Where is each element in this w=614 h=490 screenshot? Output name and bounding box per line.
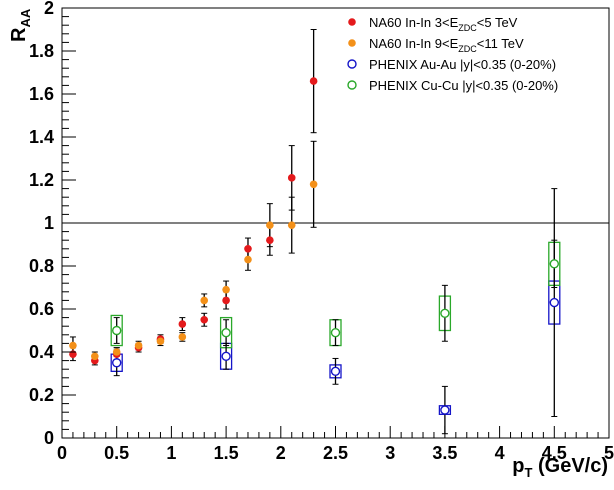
data-point xyxy=(69,341,77,350)
y-tick-label: 0.6 xyxy=(29,299,54,319)
data-point xyxy=(287,221,296,229)
data-point xyxy=(69,350,77,358)
y-tick-label: 0.4 xyxy=(29,342,54,362)
tick-labels: 0 0.5 1 1.5 2 2.5 3 3.5 4 4.5 5 0 0.2 0.4 0.6 0.8 1 1.2 1.… xyxy=(29,0,614,463)
systematic-box xyxy=(110,314,123,347)
y-tick-label: 1 xyxy=(44,213,54,233)
legend-marker xyxy=(348,39,356,47)
data-point xyxy=(200,296,209,305)
legend-marker xyxy=(347,59,357,69)
x-tick-label: 5 xyxy=(604,443,614,463)
x-tick-label: 2.5 xyxy=(323,443,348,463)
data-point xyxy=(111,358,122,368)
x-axis-title: pT (GeV/c) xyxy=(512,455,608,480)
y-tick-label: 1.4 xyxy=(29,127,54,147)
data-point xyxy=(266,236,274,244)
data-point xyxy=(221,351,231,361)
legend-label: NA60 In-In 3<EZDC<5 TeV xyxy=(369,15,518,33)
data-point xyxy=(222,296,230,305)
legend-label: PHENIX Cu-Cu |y|<0.35 (0-20%) xyxy=(369,78,558,93)
data-point xyxy=(222,285,230,294)
y-tick-label: 1.2 xyxy=(29,170,54,190)
y-axis-title: RAA xyxy=(8,8,33,42)
y-tick-label: 1.8 xyxy=(29,41,54,61)
data-point xyxy=(112,348,121,356)
data-point xyxy=(549,297,559,308)
x-tick-label: 3.5 xyxy=(432,443,457,463)
data-point xyxy=(549,259,559,269)
x-tick-label: 1.5 xyxy=(214,443,239,463)
x-tick-label: 1 xyxy=(166,443,176,463)
legend-marker xyxy=(348,18,356,26)
y-tick-label: 1.6 xyxy=(29,84,54,104)
data-point xyxy=(91,352,99,361)
data-point xyxy=(266,221,274,229)
y-tick-label: 2 xyxy=(44,0,54,18)
x-tick-label: 4.5 xyxy=(542,443,567,463)
legend-marker xyxy=(347,80,357,90)
data-point xyxy=(309,180,318,189)
data-point xyxy=(330,366,341,377)
data-point xyxy=(221,327,231,338)
x-tick-label: 0.5 xyxy=(104,443,129,463)
legend-label: PHENIX Au-Au |y|<0.35 (0-20%) xyxy=(369,57,556,72)
data-point xyxy=(178,320,187,328)
x-tick-label: 4 xyxy=(495,443,505,463)
data-point xyxy=(134,341,143,350)
data-point xyxy=(244,245,252,253)
data-point xyxy=(440,308,450,318)
data-point xyxy=(178,333,187,341)
data-point xyxy=(156,337,165,346)
data-point xyxy=(309,77,318,85)
data-point xyxy=(200,315,209,324)
data-markers xyxy=(69,77,559,415)
legend: NA60 In-In 3<EZDC<5 TeV NA60 In-In 9<EZDC… xyxy=(347,15,558,93)
data-point xyxy=(440,405,450,415)
x-tick-label: 0 xyxy=(57,443,67,463)
y-tick-label: 0.8 xyxy=(29,256,54,276)
data-point xyxy=(287,174,296,182)
y-tick-label: 0 xyxy=(44,428,54,448)
axis-ticks xyxy=(61,7,610,439)
data-point xyxy=(244,255,252,264)
x-tick-label: 2 xyxy=(276,443,286,463)
data-point xyxy=(111,325,122,336)
legend-label: NA60 In-In 9<EZDC<11 TeV xyxy=(369,36,524,54)
data-point xyxy=(330,327,341,338)
x-tick-label: 3 xyxy=(385,443,395,463)
y-tick-label: 0.2 xyxy=(29,385,54,405)
